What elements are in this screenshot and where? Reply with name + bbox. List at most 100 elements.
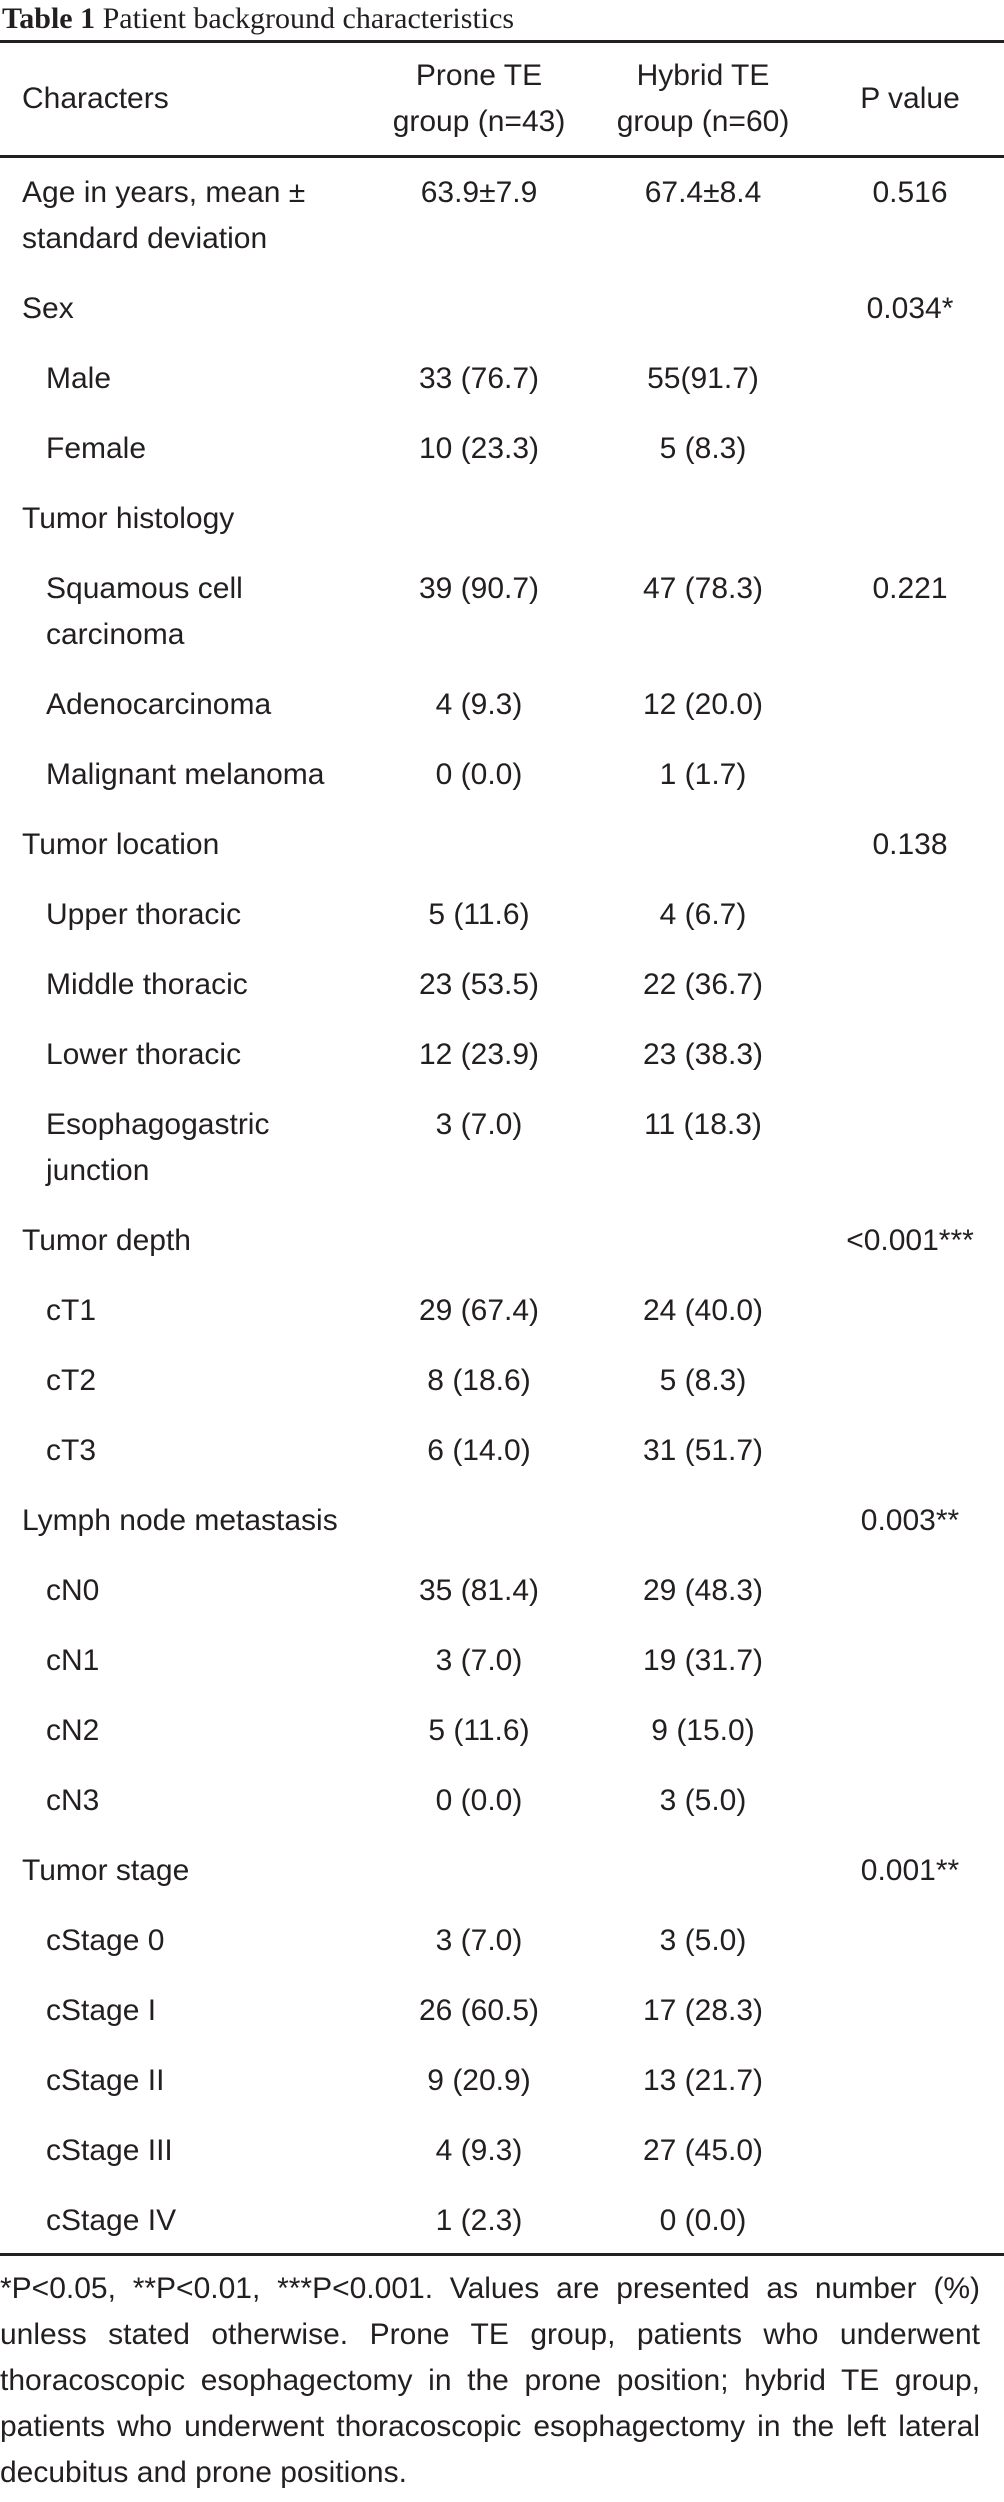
prone-value: 10 (23.3) bbox=[418, 432, 540, 465]
row-label: Age in years, mean ± standard deviation bbox=[22, 176, 306, 255]
row-label: Tumor stage bbox=[22, 1854, 190, 1887]
prone-value: 26 (60.5) bbox=[418, 1994, 540, 2027]
row-label: cT3 bbox=[46, 1434, 97, 1467]
header-prone-group: Prone TE group (n=43) bbox=[368, 42, 590, 155]
prone-value: 9 (20.9) bbox=[427, 2064, 531, 2097]
table-title: Patient background characteristics bbox=[102, 2, 515, 35]
row-label: cT1 bbox=[46, 1294, 97, 1327]
prone-value: 12 (23.9) bbox=[418, 1038, 540, 1071]
row-label: Middle thoracic bbox=[46, 968, 248, 1001]
prone-value: 39 (90.7) bbox=[418, 572, 540, 605]
table-row: cN3 0 (0.0) 3 (5.0) bbox=[0, 1766, 1004, 1836]
table-row: Esophagogastric junction 3 (7.0) 11 (18.3) bbox=[0, 1090, 1004, 1206]
table-row: Squamous cell carcinoma 39 (90.7) 47 (78.3… bbox=[0, 554, 1004, 670]
p-value: 0.034* bbox=[866, 292, 954, 325]
row-label: Sex bbox=[22, 292, 74, 325]
table-row: Tumor location 0.138 bbox=[0, 810, 1004, 880]
row-label: Adenocarcinoma bbox=[46, 688, 272, 721]
table-row: Adenocarcinoma 4 (9.3) 12 (20.0) bbox=[0, 670, 1004, 740]
row-label: cStage IV bbox=[46, 2204, 177, 2237]
table-row: Upper thoracic 5 (11.6) 4 (6.7) bbox=[0, 880, 1004, 950]
p-value: 0.001** bbox=[860, 1854, 960, 1887]
row-label: Tumor location bbox=[22, 828, 220, 861]
table-row: Lymph node metastasis 0.003** bbox=[0, 1486, 1004, 1556]
table-row: Lower thoracic 12 (23.9) 23 (38.3) bbox=[0, 1020, 1004, 1090]
row-label: Tumor histology bbox=[22, 502, 235, 535]
table-row: cT3 6 (14.0) 31 (51.7) bbox=[0, 1416, 1004, 1486]
header-prone-line1: Prone TE bbox=[415, 58, 543, 92]
prone-value: 0 (0.0) bbox=[435, 1784, 523, 1817]
row-label: cN1 bbox=[46, 1644, 100, 1677]
prone-value: 3 (7.0) bbox=[435, 1924, 523, 1957]
row-label: Squamous cell carcinoma bbox=[46, 572, 243, 651]
row-label: Female bbox=[46, 432, 147, 465]
p-value: 0.138 bbox=[872, 828, 948, 861]
header-rule bbox=[0, 155, 1004, 158]
table-row: cStage IV 1 (2.3) 0 (0.0) bbox=[0, 2186, 1004, 2256]
row-label: cStage III bbox=[46, 2134, 173, 2167]
hybrid-value: 9 (15.0) bbox=[651, 1714, 755, 1747]
prone-value: 4 (9.3) bbox=[435, 2134, 523, 2167]
p-value: <0.001*** bbox=[846, 1224, 974, 1257]
table-row: Female 10 (23.3) 5 (8.3) bbox=[0, 414, 1004, 484]
table-header: Characters Prone TE group (n=43) Hybrid … bbox=[0, 42, 1004, 155]
hybrid-value: 27 (45.0) bbox=[642, 2134, 764, 2167]
hybrid-value: 0 (0.0) bbox=[659, 2204, 747, 2237]
row-label: Malignant melanoma bbox=[46, 758, 325, 791]
prone-value: 0 (0.0) bbox=[435, 758, 523, 791]
header-hybrid-line2: group (n=60) bbox=[616, 104, 790, 138]
table-row: cT2 8 (18.6) 5 (8.3) bbox=[0, 1346, 1004, 1416]
hybrid-value: 31 (51.7) bbox=[642, 1434, 764, 1467]
prone-value: 4 (9.3) bbox=[435, 688, 523, 721]
row-label: cStage II bbox=[46, 2064, 165, 2097]
header-p-value: P value bbox=[860, 81, 960, 115]
row-label: cN2 bbox=[46, 1714, 100, 1747]
row-label: Lymph node metastasis bbox=[22, 1504, 338, 1537]
row-label: Male bbox=[46, 362, 112, 395]
header-prone-line2: group (n=43) bbox=[392, 104, 566, 138]
table-row: Malignant melanoma 0 (0.0) 1 (1.7) bbox=[0, 740, 1004, 810]
table-row: cN1 3 (7.0) 19 (31.7) bbox=[0, 1626, 1004, 1696]
row-label: Tumor depth bbox=[22, 1224, 191, 1257]
table-row: Tumor depth <0.001*** bbox=[0, 1206, 1004, 1276]
table-row: cStage III 4 (9.3) 27 (45.0) bbox=[0, 2116, 1004, 2186]
prone-value: 29 (67.4) bbox=[418, 1294, 540, 1327]
hybrid-value: 23 (38.3) bbox=[642, 1038, 764, 1071]
p-value: 0.003** bbox=[860, 1504, 960, 1537]
hybrid-value: 5 (8.3) bbox=[659, 1364, 747, 1397]
hybrid-value: 3 (5.0) bbox=[659, 1924, 747, 1957]
hybrid-value: 67.4±8.4 bbox=[644, 176, 762, 209]
row-label: cN3 bbox=[46, 1784, 100, 1817]
row-label: cStage I bbox=[46, 1994, 157, 2027]
hybrid-value: 5 (8.3) bbox=[659, 432, 747, 465]
hybrid-value: 13 (21.7) bbox=[642, 2064, 764, 2097]
p-value: 0.221 bbox=[872, 572, 948, 605]
prone-value: 3 (7.0) bbox=[435, 1108, 523, 1141]
prone-value: 6 (14.0) bbox=[427, 1434, 531, 1467]
prone-value: 63.9±7.9 bbox=[420, 176, 538, 209]
table-row: Sex 0.034* bbox=[0, 274, 1004, 344]
hybrid-value: 3 (5.0) bbox=[659, 1784, 747, 1817]
bottom-rule bbox=[0, 2253, 1004, 2256]
table-row: cStage 0 3 (7.0) 3 (5.0) bbox=[0, 1906, 1004, 1976]
prone-value: 1 (2.3) bbox=[435, 2204, 523, 2237]
hybrid-value: 55(91.7) bbox=[647, 362, 759, 395]
row-label: Upper thoracic bbox=[46, 898, 242, 931]
header-hybrid-group: Hybrid TE group (n=60) bbox=[592, 42, 814, 155]
top-rule bbox=[0, 40, 1004, 43]
row-label: Lower thoracic bbox=[46, 1038, 242, 1071]
table-row: Tumor stage 0.001** bbox=[0, 1836, 1004, 1906]
hybrid-value: 11 (18.3) bbox=[644, 1108, 762, 1141]
hybrid-value: 24 (40.0) bbox=[642, 1294, 764, 1327]
prone-value: 5 (11.6) bbox=[428, 1714, 530, 1747]
table-row: cN0 35 (81.4) 29 (48.3) bbox=[0, 1556, 1004, 1626]
row-label: Esophagogastric junction bbox=[46, 1108, 270, 1187]
table-row: Middle thoracic 23 (53.5) 22 (36.7) bbox=[0, 950, 1004, 1020]
table-row: cStage I 26 (60.5) 17 (28.3) bbox=[0, 1976, 1004, 2046]
table-row: cN2 5 (11.6) 9 (15.0) bbox=[0, 1696, 1004, 1766]
table-body: Age in years, mean ± standard deviation 6… bbox=[0, 158, 1004, 2256]
table-row: Tumor histology bbox=[0, 484, 1004, 554]
table-footnote: *P<0.05, **P<0.01, ***P<0.001. Values ar… bbox=[0, 2272, 980, 2489]
row-label: cT2 bbox=[46, 1364, 97, 1397]
hybrid-value: 47 (78.3) bbox=[642, 572, 764, 605]
